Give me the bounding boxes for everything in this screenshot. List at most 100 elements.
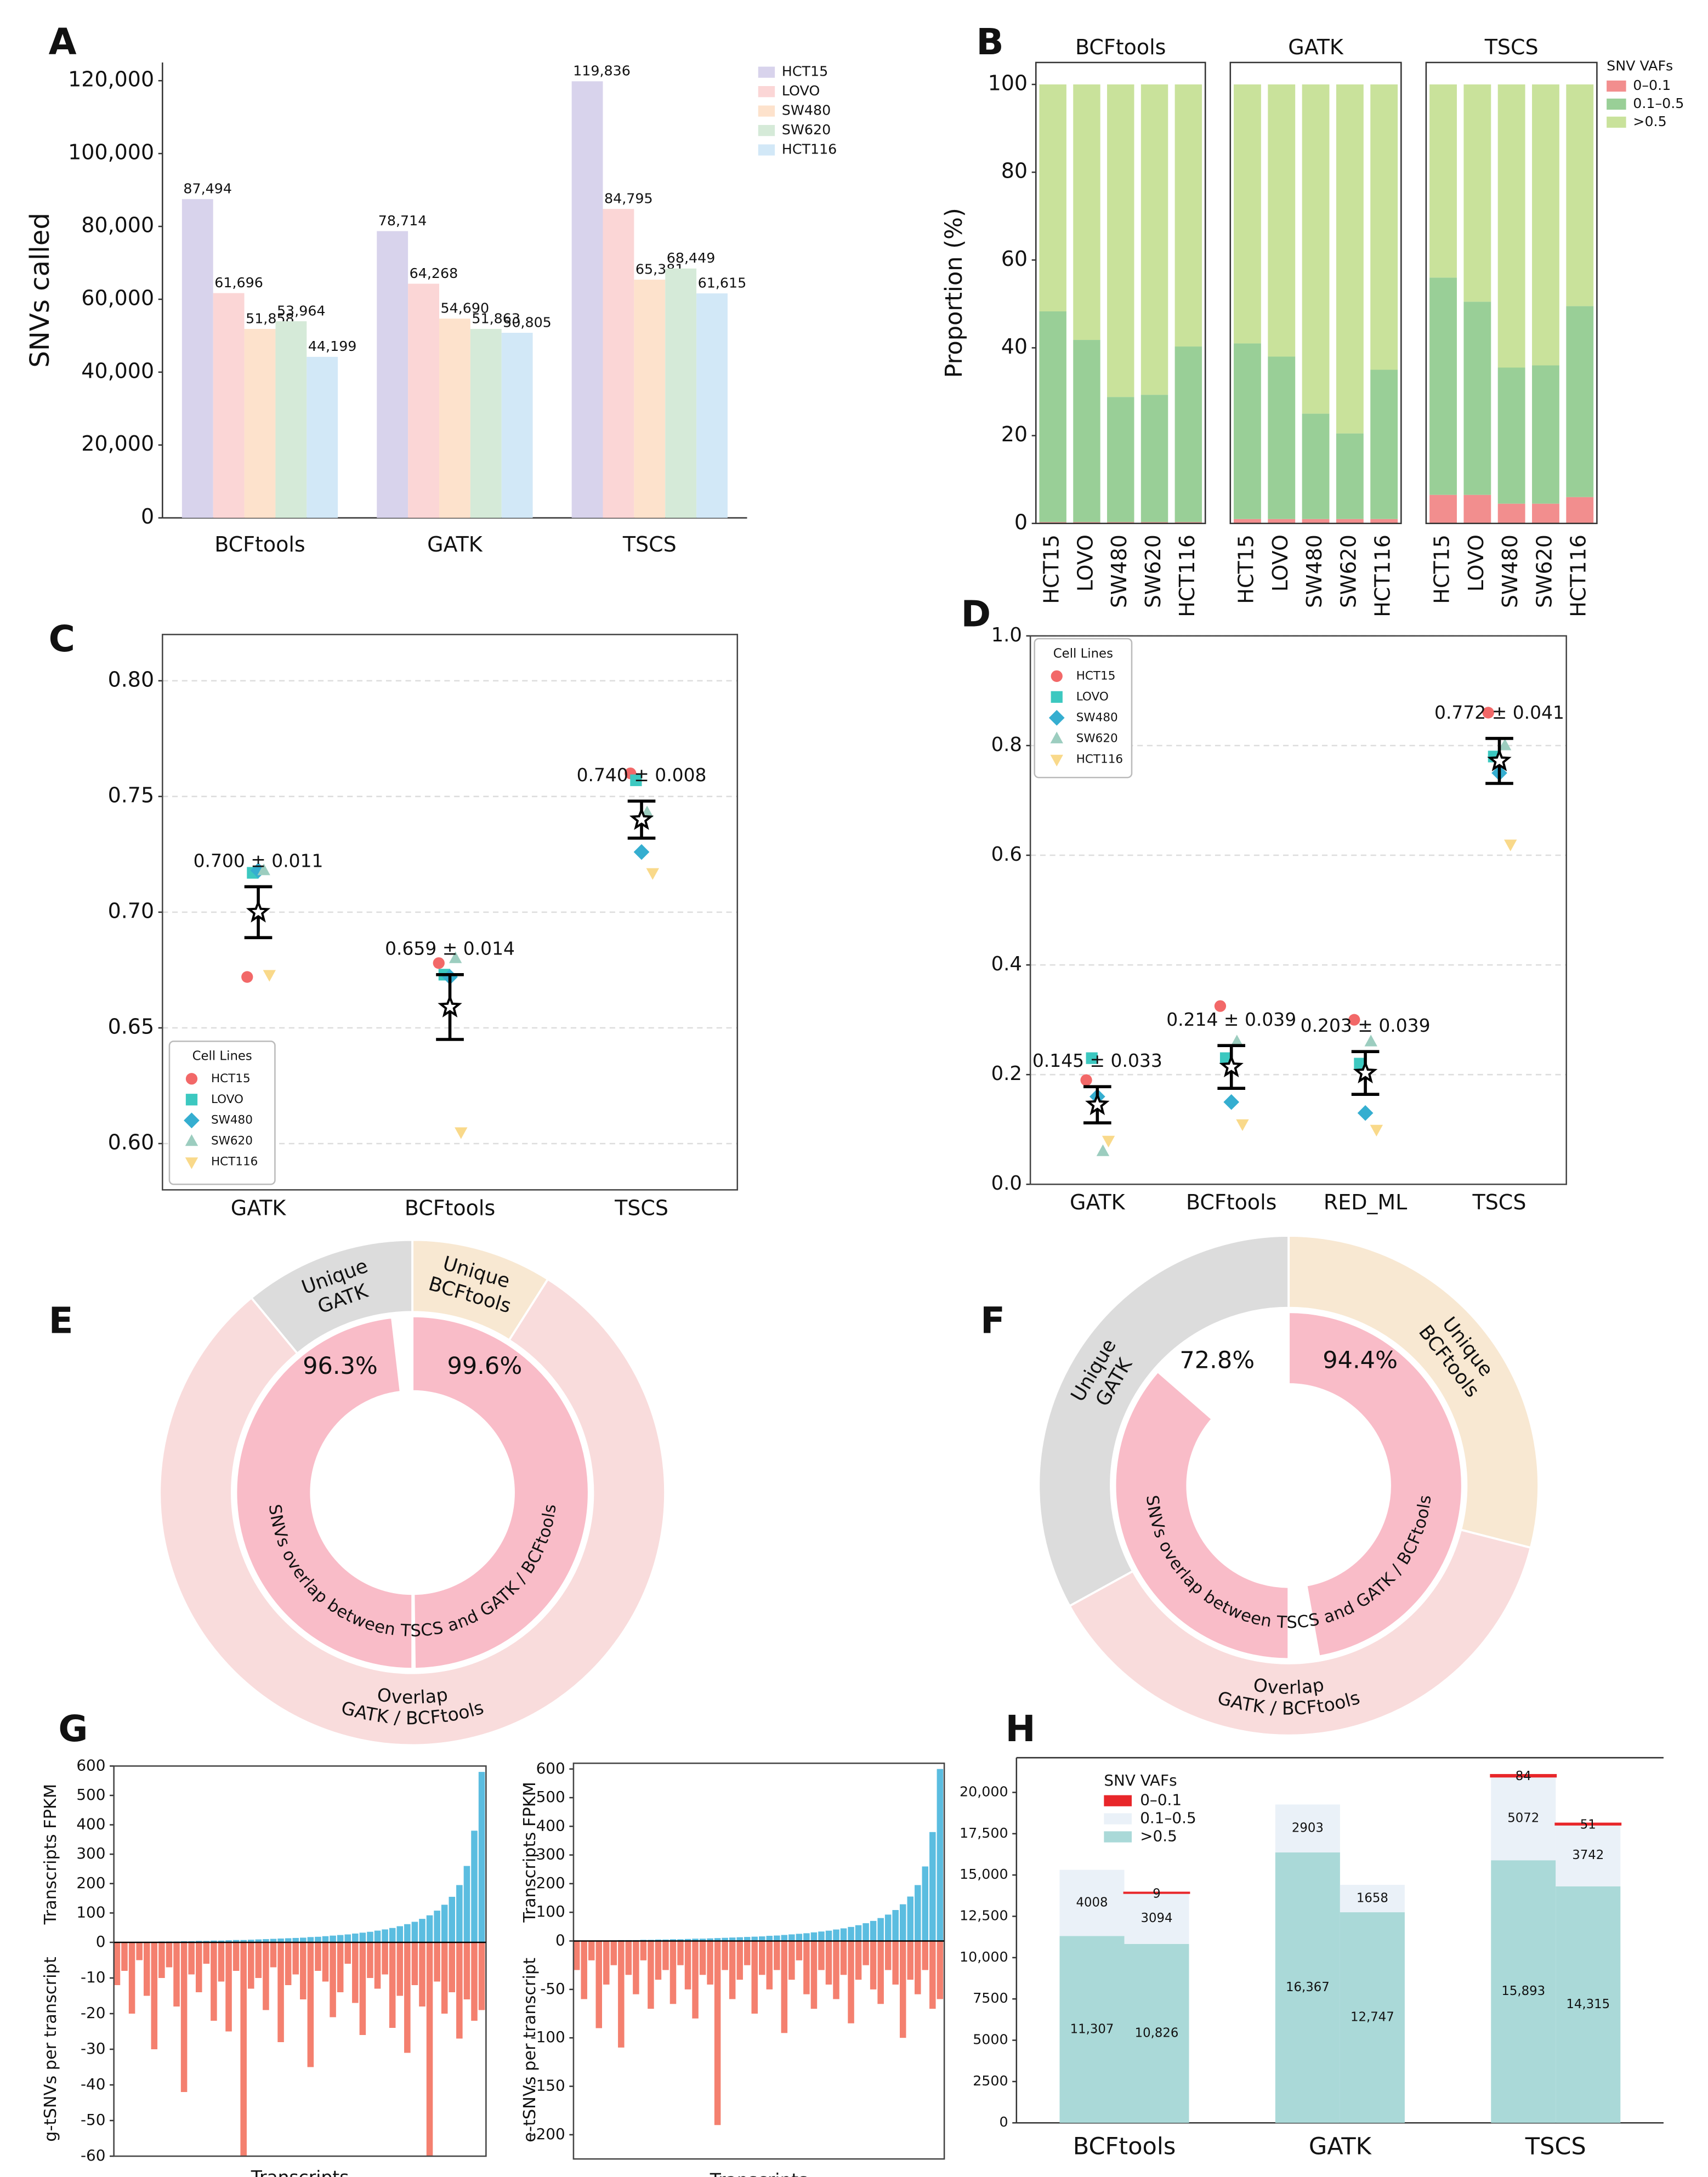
y-tick-label: 60,000: [81, 286, 154, 310]
y-tick-label: 200: [76, 1874, 105, 1892]
y-tick-label: 20: [1001, 422, 1028, 446]
y-tick-label: 5000: [973, 2031, 1008, 2048]
bar: [915, 1941, 921, 1994]
legend-label: SW620: [782, 121, 831, 138]
bar-segment: [1497, 503, 1525, 524]
bar-segment: [1370, 84, 1398, 370]
bar: [862, 1923, 869, 1941]
y-tick-label: 0.8: [991, 734, 1022, 756]
legend-label: LOVO: [1076, 690, 1109, 703]
legend-swatch: [758, 105, 775, 117]
bar-segment: [1491, 1860, 1556, 2123]
y-tick-label: 60: [1001, 247, 1028, 271]
value-label: 2903: [1292, 1821, 1324, 1835]
y-tick-label: 0.0: [991, 1172, 1022, 1195]
x-tick-label: BCFtools: [405, 1196, 495, 1220]
y-tick-label: 10,000: [960, 1948, 1008, 1965]
bar-segment: [1532, 365, 1559, 504]
facet-frame: [1229, 61, 1402, 525]
x-tick-label: TSCS: [622, 532, 677, 556]
bar-segment: [1497, 367, 1525, 504]
bar: [774, 1935, 780, 1941]
y-tick-label: -10: [81, 1968, 105, 1986]
mean-label: 0.145 ± 0.033: [1032, 1050, 1162, 1071]
y-tick-label: -20: [81, 2004, 105, 2022]
bar: [396, 1926, 404, 1942]
bar: [277, 1939, 284, 1942]
bar: [389, 1942, 396, 2028]
bar: [180, 1942, 188, 2093]
bar-segment: [1490, 1774, 1557, 1778]
y-tick-label: 0: [1014, 510, 1028, 534]
bar: [744, 1941, 751, 1965]
value-label: 44,199: [308, 338, 357, 354]
inner-value-label: 72.8%: [1179, 1346, 1255, 1374]
bar-segment: [1059, 1936, 1125, 2123]
value-label: 3094: [1141, 1911, 1173, 1925]
bar: [270, 1939, 277, 1942]
x-tick-label: HCT15: [1040, 535, 1064, 604]
bar: [633, 1941, 639, 1994]
bar: [714, 1938, 721, 1941]
y-tick-label: -40: [81, 2075, 105, 2093]
x-tick-label: SW620: [1141, 535, 1165, 608]
bar: [729, 1937, 736, 1941]
bar: [121, 1942, 128, 1971]
x-tick-label: SW620: [1532, 535, 1556, 608]
bar: [240, 1942, 247, 2157]
bar: [870, 1941, 877, 1990]
bar: [195, 1942, 202, 1993]
bar-segment: [1073, 84, 1100, 340]
outer-label: Overlap: [1252, 1674, 1325, 1698]
bar: [640, 1941, 647, 1960]
bar: [244, 329, 276, 518]
bar: [181, 199, 213, 518]
bar: [315, 1936, 321, 1942]
bar: [441, 1905, 448, 1942]
facet-title: BCFtools: [1075, 35, 1166, 59]
bar-segment: [1340, 1885, 1405, 1913]
x-tick-label: LOVO: [1268, 535, 1292, 592]
bar: [625, 1941, 632, 1975]
value-label: 4008: [1076, 1896, 1108, 1910]
point: [633, 844, 650, 860]
y-tick-label: 0.4: [991, 953, 1022, 975]
x-tick-label: TSCS: [1525, 2133, 1586, 2160]
point: [1230, 1034, 1244, 1047]
value-label: 1658: [1357, 1891, 1388, 1906]
bar-segment: [1302, 519, 1330, 524]
bar: [434, 1942, 440, 1982]
bar: [699, 1939, 706, 1941]
inner-value-label: 96.3%: [303, 1352, 378, 1380]
point: [185, 1094, 198, 1106]
facet-title: TSCS: [1484, 35, 1539, 59]
y-tick-label: 300: [536, 1845, 565, 1863]
bar: [292, 1937, 299, 1942]
y-tick-label: 0: [96, 1932, 106, 1951]
bar-segment: [1566, 306, 1594, 497]
y-tick-label: 100: [536, 1902, 565, 1920]
legend-label: >0.5: [1633, 113, 1666, 129]
bar: [263, 1942, 269, 2010]
y-tick-label: 80,000: [81, 213, 154, 237]
y-tick-label: -100: [531, 2028, 565, 2046]
bar: [188, 1942, 195, 1975]
bar: [833, 1929, 839, 1941]
legend-label: SW480: [1076, 710, 1118, 724]
bar: [471, 1942, 478, 2021]
bar: [195, 1941, 202, 1942]
y-tick-label: 40,000: [81, 359, 154, 383]
point: [455, 1127, 468, 1139]
bar: [848, 1926, 854, 1941]
point: [1370, 1124, 1383, 1136]
bar: [463, 1866, 470, 1942]
bar: [766, 1941, 773, 1990]
legend-label: 0–0.1: [1633, 77, 1671, 93]
bar: [803, 1933, 810, 1941]
point: [1096, 1144, 1110, 1156]
bar-segment: [1532, 84, 1559, 366]
outer-segment: [158, 1277, 666, 1747]
legend-swatch: [758, 144, 775, 156]
y-tick-label: 12,500: [960, 1907, 1008, 1924]
